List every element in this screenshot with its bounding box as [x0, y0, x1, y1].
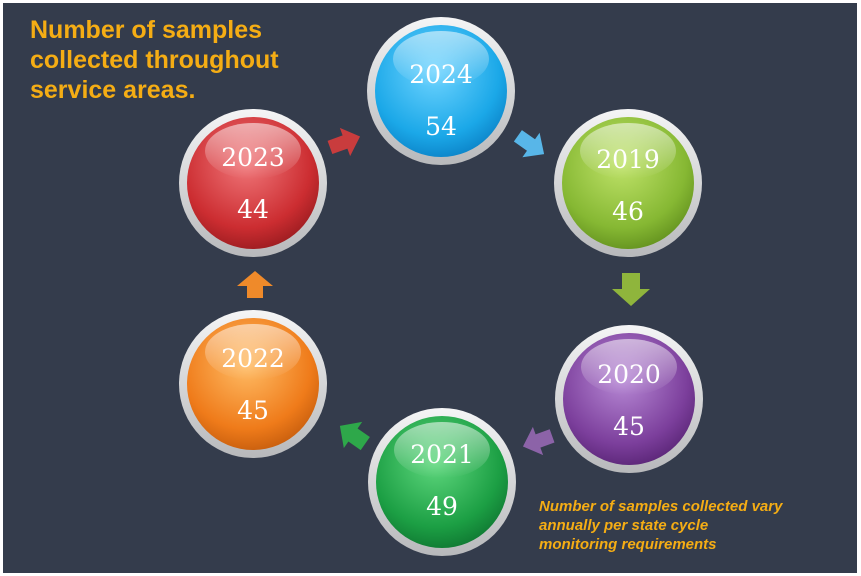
- node-2020: 2020 45: [555, 325, 703, 473]
- node-year: 2020: [597, 360, 661, 389]
- node-2023: 2023 44: [179, 109, 327, 257]
- node-2021: 2021 49: [368, 408, 516, 556]
- title-line-2: collected throughout: [30, 46, 279, 74]
- node-count: 54: [425, 112, 457, 141]
- arrow-2023-to-2024: [327, 127, 361, 157]
- note-line-2: annually per state cycle: [539, 517, 709, 534]
- arrow-right-icon: [327, 127, 361, 157]
- arrow-down-icon: [612, 273, 650, 306]
- node-2024: 2024 54: [367, 17, 515, 165]
- node-year: 2023: [221, 143, 285, 172]
- title-line-1: Number of samples: [30, 16, 263, 44]
- node-count: 45: [237, 396, 269, 425]
- node-count: 44: [237, 195, 269, 224]
- diagram-title: Number of samples collected throughout s…: [30, 15, 330, 105]
- arrow-2024-to-2019: [513, 130, 545, 158]
- arrow-2019-to-2020: [612, 273, 650, 306]
- footnote: Number of samples collected vary annuall…: [539, 497, 857, 554]
- arrow-2022-to-2023: [237, 271, 273, 298]
- slide-background: Number of samples collected throughout s…: [3, 3, 857, 573]
- node-year: 2022: [221, 344, 285, 373]
- arrow-left-icon: [339, 421, 370, 451]
- arrow-2020-to-2021: [522, 426, 555, 456]
- node-count: 45: [613, 412, 645, 441]
- arrow-up-icon: [237, 271, 273, 298]
- title-line-3: service areas.: [30, 76, 196, 104]
- node-year: 2021: [410, 440, 474, 469]
- node-year: 2024: [409, 60, 473, 89]
- node-year: 2019: [596, 145, 660, 174]
- node-count: 46: [612, 197, 644, 226]
- node-2019: 2019 46: [554, 109, 702, 257]
- arrow-2021-to-2022: [339, 421, 370, 451]
- node-count: 49: [426, 492, 458, 521]
- arrow-right-icon: [513, 130, 545, 158]
- note-line-1: Number of samples collected vary: [539, 498, 783, 515]
- note-line-3: monitoring requirements: [539, 536, 717, 553]
- cycle-diagram: 2024 54 2019 46 2020 45 2021 49: [179, 17, 703, 556]
- node-2022: 2022 45: [179, 310, 327, 458]
- arrow-left-icon: [522, 426, 555, 456]
